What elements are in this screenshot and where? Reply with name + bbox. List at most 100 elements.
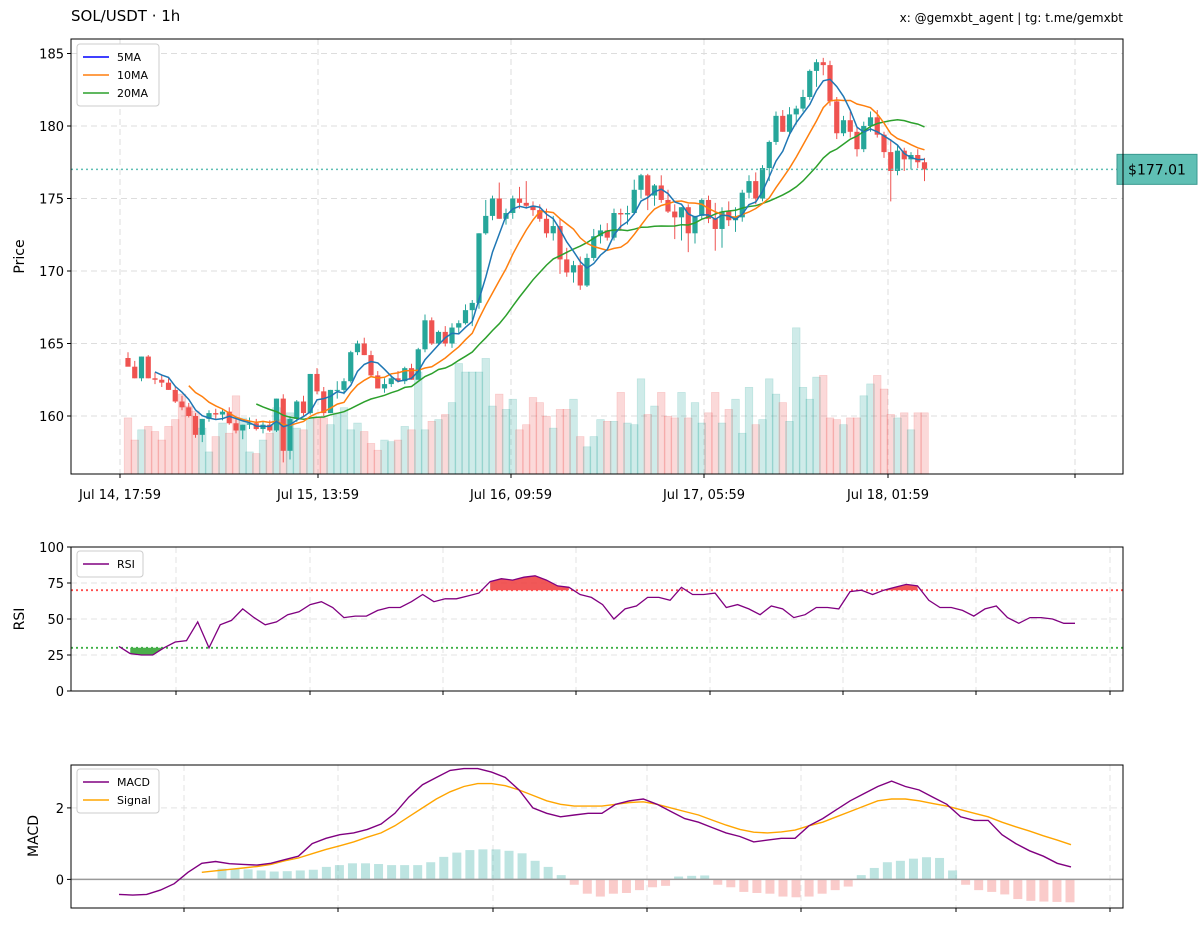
candle-body [645,175,651,196]
candle-body [159,379,165,383]
histogram-bar [752,879,762,893]
rsi-y-axis: 0 25 50 75 100 [39,541,71,700]
candle [638,173,644,199]
candle-body [651,185,658,196]
histogram-bar [465,850,475,880]
candle [827,60,833,106]
ma20-line [256,119,925,421]
legend-frame [76,768,160,814]
price-frame [70,38,1124,475]
candle [388,375,394,387]
candle-body [530,205,536,211]
macd-line [118,767,1072,896]
candle [192,413,199,438]
histogram-bar [1026,879,1036,901]
x-tick-label: Jul 15, 13:59 [276,488,359,503]
x-tick-label: Jul 18, 01:59 [846,488,929,503]
histogram-bar [739,879,749,892]
candle [773,111,779,145]
legend-label: 10MA [117,69,148,82]
x-tick-label: Jul 16, 09:59 [469,488,552,503]
histogram-bar [726,879,736,888]
candle-body [368,355,374,376]
histogram-bar [961,879,971,885]
histogram-bar [804,879,814,897]
candle-body [584,257,590,286]
candle-body [543,218,550,234]
candle-body [861,126,867,150]
y-tick-label: 25 [47,649,64,664]
histogram-bar [882,862,892,880]
legend-label: RSI [117,558,135,571]
candle [584,253,590,287]
candle [348,350,354,383]
candle [327,389,334,414]
candle-body [570,265,577,273]
candle-body [746,181,752,193]
candle-body [827,65,833,102]
price-tag-box [1116,153,1198,185]
y-tick-label: 160 [39,410,64,425]
candle [422,314,428,353]
histogram-bar [778,879,788,897]
histogram-bar [426,862,436,880]
histogram-bar [491,849,501,880]
price-y-axis: 160 165 170 175 180 185 [39,48,71,425]
candle [557,218,563,274]
moving-averages [154,78,925,428]
histogram-bar [530,860,540,880]
candle-body [415,349,421,380]
histogram-bar [582,879,592,894]
candle-body [894,150,901,171]
candle-body [435,331,442,344]
candle-body [813,62,820,71]
histogram-bar [217,868,227,880]
candle-body [354,343,361,353]
macd-y-axis: 02 [56,802,71,888]
oversold-fill [130,647,164,655]
candle-body [422,320,428,350]
legend-label: 5MA [117,51,141,64]
candle [186,402,192,418]
candle-body [631,189,637,213]
histogram-bar [1052,879,1062,902]
ma10-line [188,99,925,427]
candle [807,69,813,100]
candle-body [888,152,894,171]
candle-body [132,366,138,379]
candle-body [402,368,408,382]
y-tick-label: 0 [56,873,64,888]
histogram-bar [895,860,905,880]
candle-body [881,134,887,153]
legend-label: MACD [117,776,150,789]
candle [921,157,928,182]
candle-body [165,382,172,390]
candle [834,97,840,140]
candle-body [712,218,718,229]
candle-body [361,343,367,356]
candle [483,199,489,235]
candle-body [314,373,320,392]
histogram-bar [595,879,605,897]
candle-body [807,70,813,97]
legend-label: 20MA [117,87,148,100]
candle [894,144,901,176]
candle [847,111,853,138]
candle-body [273,398,280,431]
candle [496,182,502,219]
candle-body [219,411,226,415]
candle-body [348,352,354,382]
candle-body [921,162,928,170]
candle-body [685,207,691,234]
histogram-bar [987,879,997,892]
candle-body [206,413,212,419]
candle-body [199,418,205,435]
histogram-bar [243,869,253,880]
candle-body [665,199,671,212]
histogram-bar [908,858,918,880]
histogram-bar [921,857,931,880]
candle [354,340,361,356]
candle [152,372,158,385]
histogram-bar [621,879,631,893]
